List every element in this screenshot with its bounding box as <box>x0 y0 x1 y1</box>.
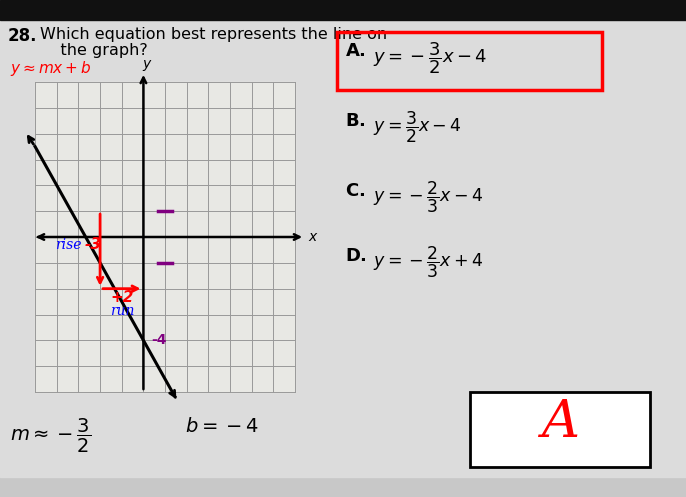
Text: the graph?: the graph? <box>40 43 147 58</box>
Text: run: run <box>110 304 134 318</box>
Bar <box>337 32 602 90</box>
Text: -4: -4 <box>152 333 167 347</box>
Text: $y\approx mx+b$: $y\approx mx+b$ <box>10 59 92 78</box>
Text: -3: -3 <box>85 238 102 252</box>
Text: $m \approx -\dfrac{3}{2}$: $m \approx -\dfrac{3}{2}$ <box>10 417 91 455</box>
Text: $y = \dfrac{3}{2}x - 4$: $y = \dfrac{3}{2}x - 4$ <box>373 110 462 146</box>
Text: $b = -4$: $b = -4$ <box>185 417 259 436</box>
Text: Which equation best represents the line on: Which equation best represents the line … <box>40 27 387 42</box>
Text: $y = -\dfrac{2}{3}x + 4$: $y = -\dfrac{2}{3}x + 4$ <box>373 245 483 280</box>
Text: +2: +2 <box>110 290 134 305</box>
Text: $\bf{B.}$: $\bf{B.}$ <box>345 112 366 130</box>
Bar <box>35 82 295 392</box>
Bar <box>470 392 650 467</box>
Text: $\bf{D.}$: $\bf{D.}$ <box>345 247 367 265</box>
Text: rise: rise <box>55 238 82 252</box>
Text: $y = -\dfrac{2}{3}x - 4$: $y = -\dfrac{2}{3}x - 4$ <box>373 180 483 215</box>
Text: y: y <box>142 57 150 71</box>
Text: A: A <box>541 397 579 448</box>
Text: $y = -\dfrac{3}{2}x - 4$: $y = -\dfrac{3}{2}x - 4$ <box>373 40 487 76</box>
Bar <box>0 0 686 20</box>
Text: $\bf{A.}$: $\bf{A.}$ <box>345 42 366 60</box>
Text: x: x <box>308 230 316 244</box>
Text: 28.: 28. <box>8 27 38 45</box>
Text: $\bf{C.}$: $\bf{C.}$ <box>345 182 365 200</box>
